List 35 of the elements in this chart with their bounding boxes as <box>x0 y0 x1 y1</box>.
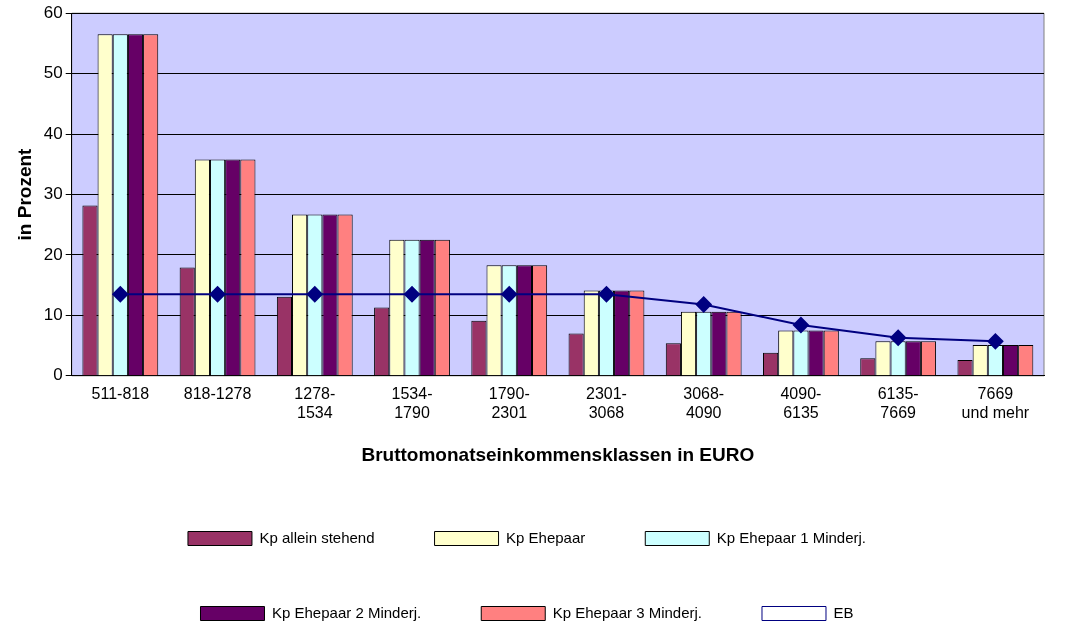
x-tick-label: 818-1278 <box>183 384 252 402</box>
point <box>306 286 323 303</box>
y-tick-label: 10 <box>43 305 63 325</box>
point <box>209 286 226 303</box>
legend-label: Kp Ehepaar 2 Minderj. <box>271 603 422 621</box>
point <box>987 333 1004 350</box>
legend-label: Kp allein stehend <box>259 528 375 546</box>
y-tick-label: 50 <box>43 63 63 83</box>
point <box>112 286 129 303</box>
y-tick-label: 30 <box>43 184 63 204</box>
x-tick-label: 1790-2301 <box>488 384 530 422</box>
y-axis-title: in Prozent <box>13 147 35 241</box>
y-tick-label: 20 <box>43 244 63 264</box>
y-tick-label: 0 <box>53 365 63 385</box>
x-tick-label: 6135-7669 <box>877 384 919 422</box>
y-tick-label: 40 <box>43 123 63 143</box>
x-tick-label: 1278-1534 <box>294 384 336 422</box>
x-axis-title: Bruttomonatseinkommensklassen in EURO <box>361 443 755 465</box>
point <box>792 317 809 334</box>
point <box>695 296 712 313</box>
point <box>598 286 615 303</box>
x-tick-label: 4090-6135 <box>780 384 822 422</box>
point <box>404 286 421 303</box>
legend-label: EB <box>833 603 854 621</box>
legend-label: Kp Ehepaar 1 Minderj. <box>716 528 867 546</box>
x-tick-label: 1534-1790 <box>391 384 433 422</box>
legend-label: Kp Ehepaar 3 Minderj. <box>552 603 703 621</box>
point <box>890 329 907 346</box>
legend-label: Kp Ehepaar <box>506 528 586 546</box>
x-tick-label: 511-818 <box>91 384 150 402</box>
x-tick-label: 7669 und mehr <box>961 384 1030 422</box>
point <box>501 286 518 303</box>
x-tick-label: 3068-4090 <box>683 384 725 422</box>
y-tick-label: 60 <box>43 2 63 22</box>
x-tick-label: 2301-3068 <box>586 384 627 422</box>
